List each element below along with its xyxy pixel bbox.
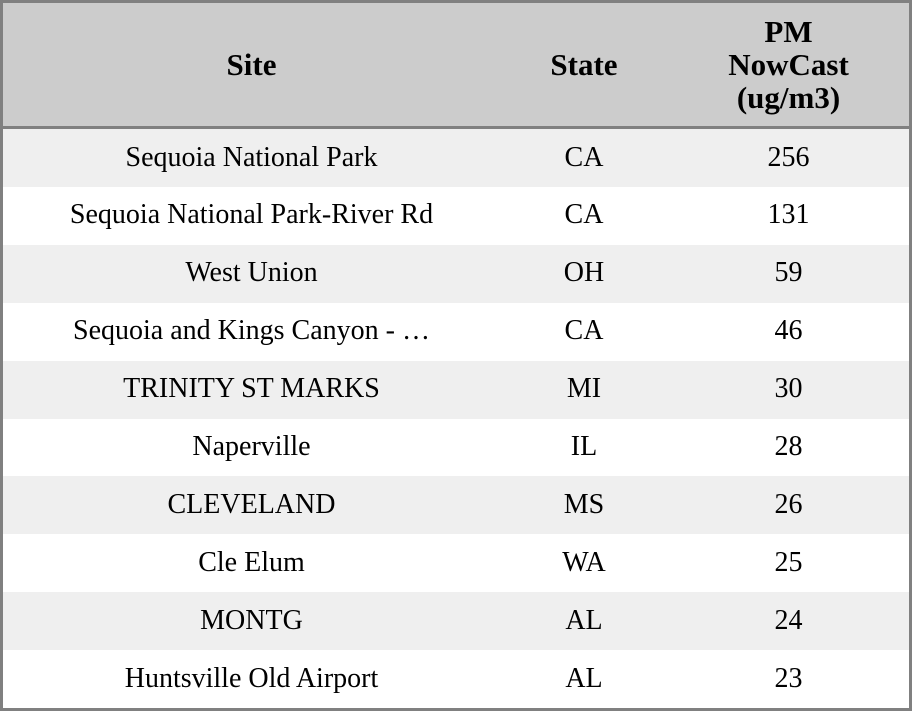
- cell-state: MS: [563, 488, 605, 520]
- cell-state: WA: [562, 546, 606, 578]
- cell-pm: 256: [767, 141, 810, 173]
- cell-state: AL: [565, 662, 603, 694]
- column-header-state[interactable]: State: [550, 46, 618, 82]
- table-row[interactable]: Huntsville Old Airport AL 23: [3, 650, 909, 709]
- table-row[interactable]: Sequoia and Kings Canyon - … CA 46: [3, 302, 909, 361]
- table-row[interactable]: West Union OH 59: [3, 244, 909, 303]
- cell-state: OH: [563, 257, 605, 289]
- cell-state: AL: [565, 604, 603, 636]
- cell-site: Sequoia and Kings Canyon - …: [73, 315, 430, 347]
- cell-pm: 26: [774, 488, 803, 520]
- cell-pm: 28: [774, 431, 803, 463]
- cell-state: IL: [570, 431, 598, 463]
- cell-site: Sequoia National Park: [125, 141, 378, 173]
- table-row[interactable]: Naperville IL 28: [3, 418, 909, 477]
- cell-site: MONTG: [200, 604, 303, 636]
- table-body: Sequoia National Park CA 256 Sequoia Nat…: [3, 129, 909, 709]
- table-row[interactable]: CLEVELAND MS 26: [3, 476, 909, 535]
- cell-site: Huntsville Old Airport: [124, 662, 379, 694]
- cell-state: CA: [564, 141, 604, 173]
- table-row[interactable]: TRINITY ST MARKS MI 30: [3, 360, 909, 419]
- cell-pm: 24: [774, 604, 803, 636]
- cell-pm: 59: [774, 257, 803, 289]
- cell-site: West Union: [185, 257, 318, 289]
- cell-site: Cle Elum: [198, 546, 305, 578]
- cell-site: Sequoia National Park-River Rd: [69, 199, 434, 231]
- cell-pm: 30: [774, 373, 803, 405]
- table-row[interactable]: MONTG AL 24: [3, 592, 909, 651]
- cell-pm: 46: [774, 315, 803, 347]
- cell-pm: 25: [774, 546, 803, 578]
- column-header-pm-nowcast[interactable]: PM NowCast (ug/m3): [728, 13, 849, 116]
- cell-state: CA: [564, 315, 604, 347]
- cell-state: MI: [566, 373, 602, 405]
- cell-site: Naperville: [192, 431, 311, 463]
- table-row[interactable]: Cle Elum WA 25: [3, 534, 909, 593]
- table-header-row: Site State PM NowCast (ug/m3): [3, 3, 909, 129]
- cell-pm: 131: [767, 199, 810, 231]
- cell-state: CA: [564, 199, 604, 231]
- table-row[interactable]: Sequoia National Park CA 256: [3, 129, 909, 187]
- cell-pm: 23: [774, 662, 803, 694]
- table-row[interactable]: Sequoia National Park-River Rd CA 131: [3, 186, 909, 245]
- cell-site: CLEVELAND: [167, 488, 336, 520]
- cell-site: TRINITY ST MARKS: [123, 373, 380, 405]
- column-header-site[interactable]: Site: [226, 46, 277, 82]
